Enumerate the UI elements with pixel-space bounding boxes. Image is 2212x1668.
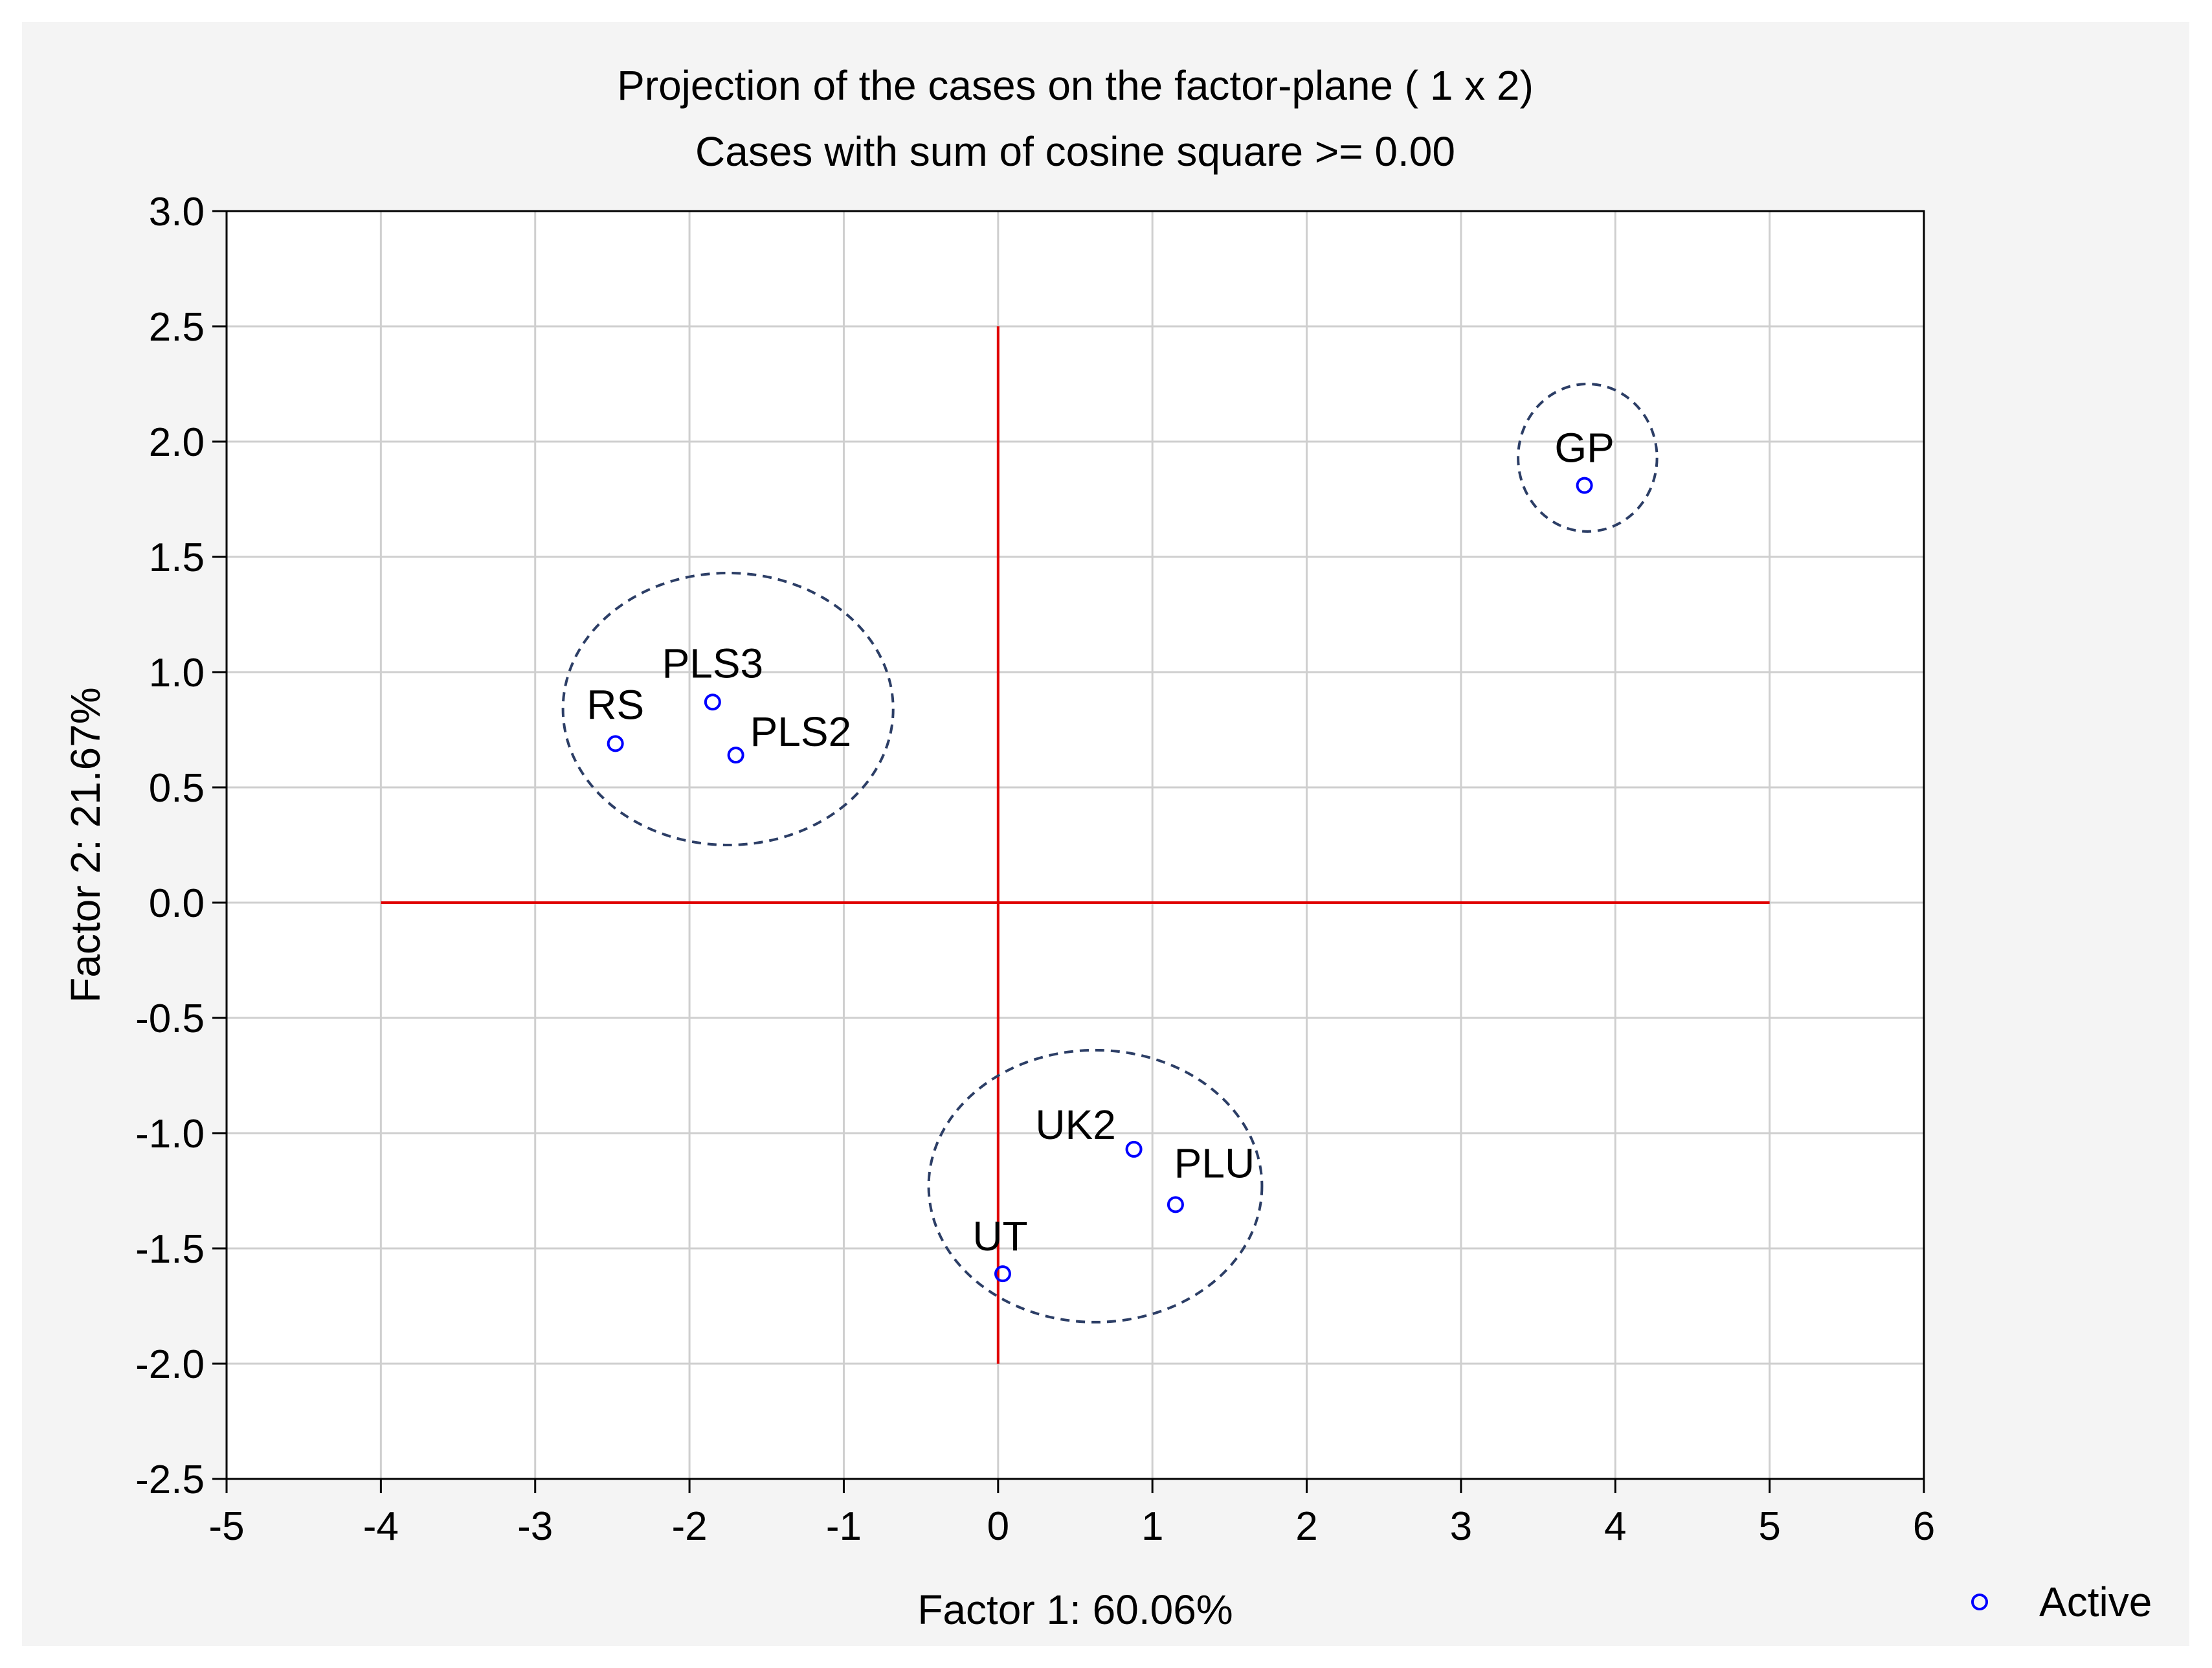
x-tick-label-2: -3 xyxy=(517,1504,553,1549)
factor-plane-chart: -5 -4 -3 -2 -1 0 1 2 3 4 5 6 -2.5 -2.0 -1.5 -1.0 -0.5 0.0… xyxy=(62,62,2152,1633)
point-label-uk2: UK2 xyxy=(1035,1101,1116,1148)
x-tick-label-9: 4 xyxy=(1604,1504,1626,1549)
point-rs xyxy=(607,735,624,752)
plot-border xyxy=(225,210,1925,1480)
legend-label: Active xyxy=(2039,1579,2152,1625)
cluster-ellipse-rs-pls3-pls2 xyxy=(561,571,895,846)
y-tick-label-7: 1.0 xyxy=(149,651,205,695)
point-label-plu: PLU xyxy=(1174,1140,1255,1186)
point-label-pls2: PLS2 xyxy=(750,708,852,755)
chart-frame: -5 -4 -3 -2 -1 0 1 2 3 4 5 6 -2.5 -2.0 -1.5 -1.0 -0.5 0.0… xyxy=(22,22,2189,1646)
legend-marker-icon xyxy=(1971,1594,1988,1610)
point-label-pls3: PLS3 xyxy=(662,640,764,686)
x-tick-label-1: -4 xyxy=(363,1504,399,1549)
y-tick-label-1: -2.0 xyxy=(135,1342,205,1387)
point-labels: GP PLS3 RS PLS2 UK2 PLU UT xyxy=(587,425,1614,1260)
x-tick-label-6: 1 xyxy=(1141,1504,1163,1549)
y-tick-label-9: 2.0 xyxy=(149,420,205,465)
point-gp xyxy=(1576,477,1593,494)
y-tick-label-4: -0.5 xyxy=(135,997,205,1041)
point-label-ut: UT xyxy=(972,1213,1027,1259)
chart-subtitle: Cases with sum of cosine square >= 0.00 xyxy=(695,128,1455,175)
data-points xyxy=(607,477,1593,1283)
point-pls3 xyxy=(704,693,721,711)
y-tick-label-5: 0.0 xyxy=(149,881,205,926)
x-tick-label-5: 0 xyxy=(987,1504,1009,1549)
legend: Active xyxy=(1971,1579,2152,1625)
y-tick-label-0: -2.5 xyxy=(135,1458,205,1502)
x-tick-label-10: 5 xyxy=(1758,1504,1780,1549)
y-tick-label-2: -1.5 xyxy=(135,1227,205,1272)
grid-lines xyxy=(227,211,1924,1479)
y-tick-label-8: 1.5 xyxy=(149,535,205,580)
y-tick-label-3: -1.0 xyxy=(135,1112,205,1156)
x-tick-label-3: -2 xyxy=(672,1504,708,1549)
x-tick-label-7: 2 xyxy=(1295,1504,1317,1549)
x-tick-label-11: 6 xyxy=(1913,1504,1935,1549)
x-tick-label-0: -5 xyxy=(208,1504,244,1549)
point-label-rs: RS xyxy=(587,681,644,728)
x-axis-title: Factor 1: 60.06% xyxy=(917,1586,1233,1633)
cluster-ellipse-uk2-plu-ut xyxy=(927,1048,1264,1324)
plot-area xyxy=(225,210,1925,1480)
point-label-gp: GP xyxy=(1554,425,1614,471)
axis-ticks: -5 -4 -3 -2 -1 0 1 2 3 4 5 6 -2.5 -2.0 -1.5 -1.0 -0.5 0.0… xyxy=(135,190,1935,1549)
reference-lines xyxy=(381,326,1770,1364)
y-tick-label-11: 3.0 xyxy=(149,190,205,234)
chart-title: Projection of the cases on the factor-pl… xyxy=(617,62,1534,109)
point-uk2 xyxy=(1125,1140,1143,1158)
y-tick-label-6: 0.5 xyxy=(149,766,205,811)
point-ut xyxy=(994,1265,1011,1283)
cluster-ellipses xyxy=(561,383,1659,1324)
x-tick-label-8: 3 xyxy=(1450,1504,1472,1549)
y-tick-label-10: 2.5 xyxy=(149,305,205,350)
point-plu xyxy=(1167,1196,1184,1213)
y-axis-title: Factor 2: 21.67% xyxy=(62,687,109,1002)
cluster-ellipse-gp xyxy=(1517,383,1659,533)
point-pls2 xyxy=(727,747,744,764)
x-tick-label-4: -1 xyxy=(826,1504,862,1549)
